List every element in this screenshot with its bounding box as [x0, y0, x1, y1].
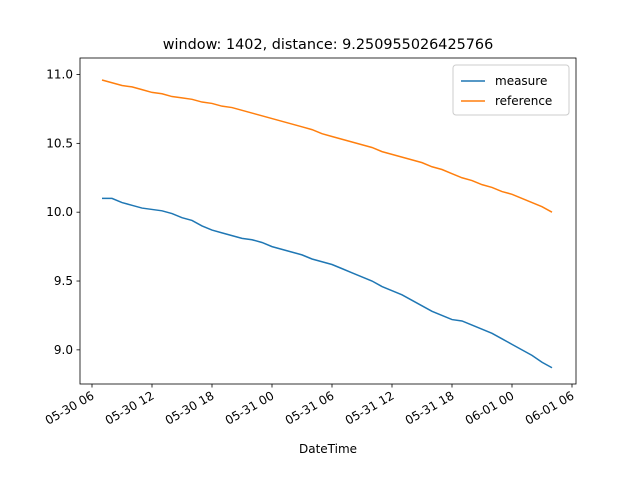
- series-line: [101, 79, 553, 213]
- y-tick-label: 11.0: [46, 68, 73, 82]
- chart-title: window: 1402, distance: 9.25095502642576…: [163, 37, 493, 53]
- y-tick-label: 9.0: [54, 343, 73, 357]
- y-tick-label: 10.0: [46, 205, 73, 219]
- legend-label: measure: [495, 74, 547, 88]
- axes-frame: [79, 57, 577, 385]
- legend-box: [452, 64, 570, 116]
- x-axis-label: DateTime: [299, 442, 357, 456]
- legend-label: reference: [495, 94, 552, 108]
- y-tick-label: 9.5: [54, 274, 73, 288]
- y-tick-label: 10.5: [46, 136, 73, 150]
- series-line: [102, 197, 553, 369]
